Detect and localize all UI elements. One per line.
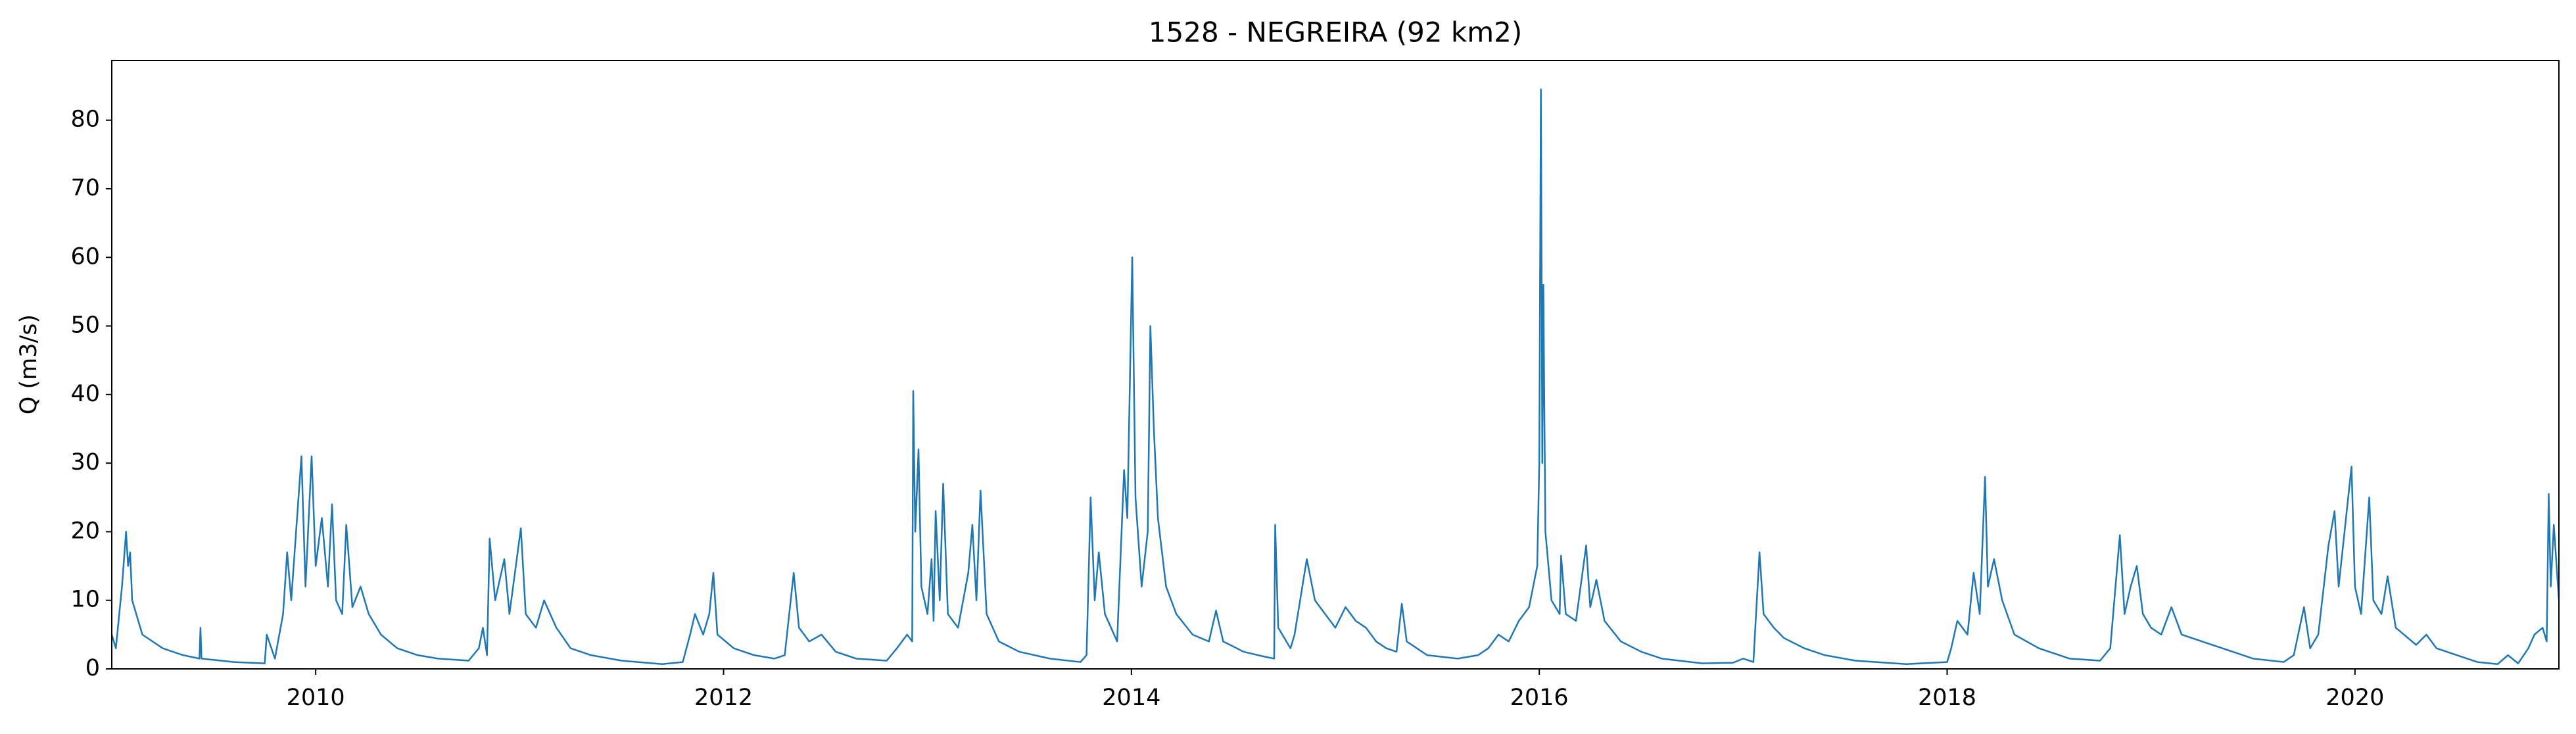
chart-title: 1528 - NEGREIRA (92 km2) (1149, 16, 1522, 49)
y-tick-label: 70 (70, 175, 100, 201)
x-tick-label: 2012 (694, 685, 753, 711)
x-tick-label: 2018 (1918, 685, 1976, 711)
plot-frame (111, 60, 2560, 670)
y-tick-label: 30 (70, 449, 100, 476)
y-tick-label: 0 (85, 655, 100, 681)
y-tick-label: 20 (70, 518, 100, 544)
x-tick-label: 2010 (287, 685, 345, 711)
x-tick-label: 2020 (2326, 685, 2384, 711)
x-tick-label: 2014 (1102, 685, 1160, 711)
y-axis-label: Q (m3/s) (16, 314, 42, 414)
y-tick-label: 60 (70, 243, 100, 270)
y-tick-label: 40 (70, 381, 100, 407)
x-tick-label: 2016 (1510, 685, 1569, 711)
y-tick-label: 80 (70, 107, 100, 133)
y-tick-label: 10 (70, 587, 100, 613)
y-tick-label: 50 (70, 312, 100, 339)
flow-line (112, 88, 2559, 665)
